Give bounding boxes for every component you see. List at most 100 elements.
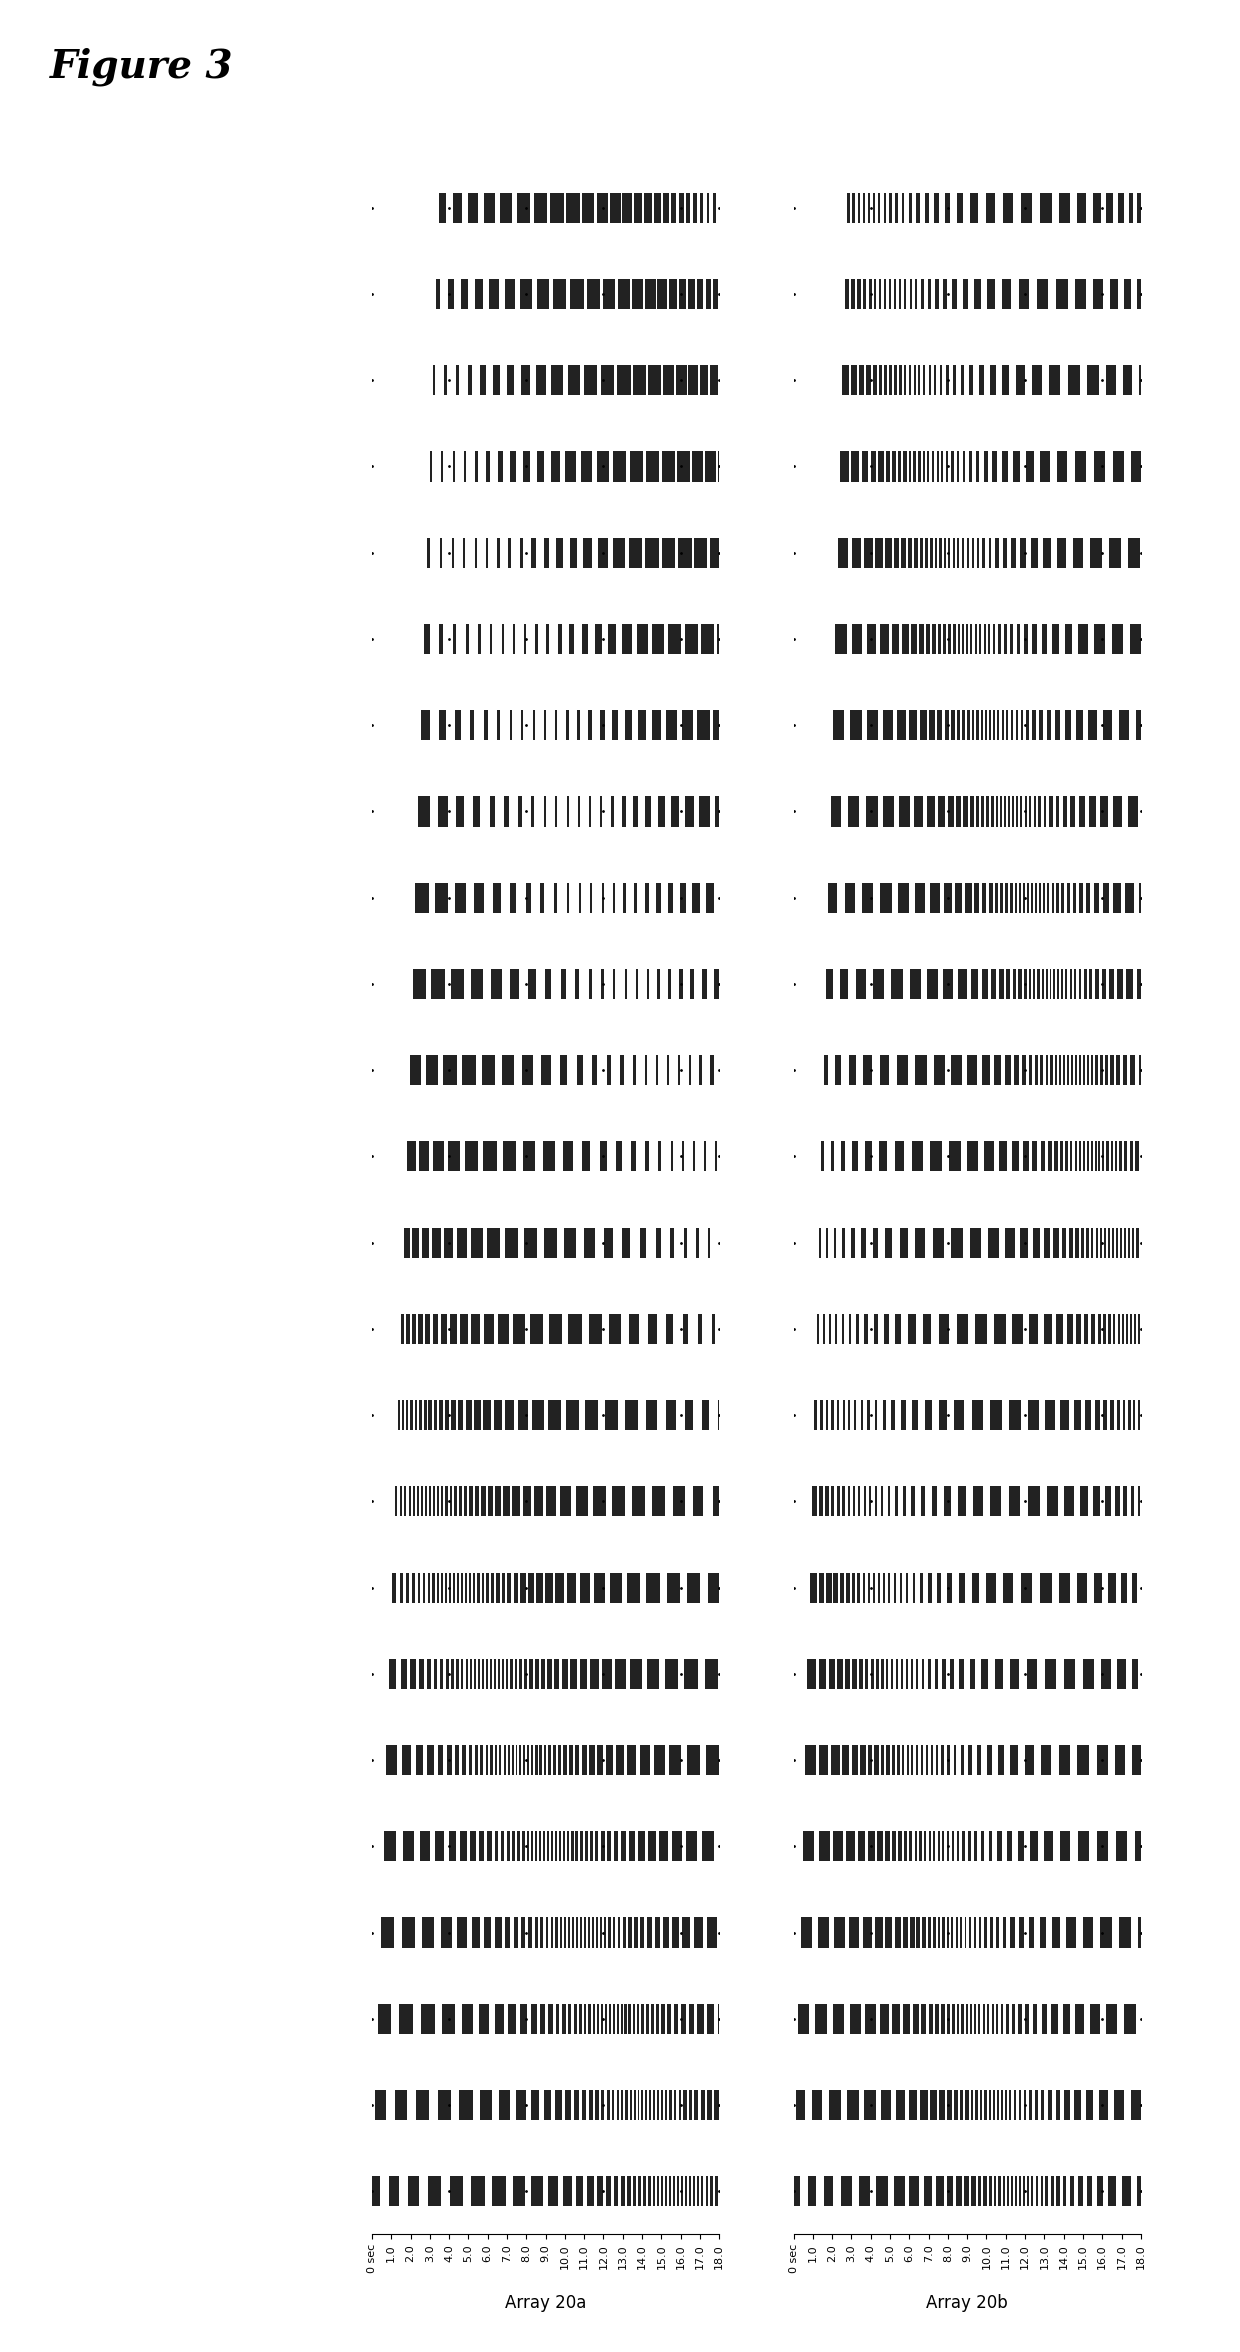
Bar [1007,1832,1012,1860]
Bar [560,969,565,1000]
Bar [968,1745,972,1776]
Bar [873,1573,875,1602]
Bar [975,1832,977,1860]
Bar [656,1228,661,1258]
Bar [458,1917,466,1947]
Bar [536,1573,543,1602]
Bar [1065,969,1068,1000]
Bar [1011,710,1013,741]
Bar [563,1141,573,1171]
Bar [1043,539,1052,567]
Bar [495,1745,497,1776]
Bar [887,1658,888,1689]
Bar [588,2176,594,2206]
Bar [711,1056,714,1084]
Bar [975,2004,976,2034]
Bar [653,2091,655,2119]
Bar [649,365,661,395]
Bar [1056,452,1068,482]
Bar [884,193,885,223]
Bar [608,1917,611,1947]
Bar [1083,1141,1085,1171]
Bar [1022,1056,1025,1084]
Bar [930,1141,942,1171]
Bar [1014,882,1017,913]
Bar [706,882,714,913]
Bar [846,1658,851,1689]
Bar [1035,2176,1038,2206]
Bar [522,1486,531,1517]
Bar [582,2091,587,2119]
Bar [409,1486,410,1517]
Bar [970,193,978,223]
Bar [864,1315,868,1343]
Bar [517,193,529,223]
Bar [935,1658,937,1689]
Bar [1100,1056,1102,1084]
Bar [490,280,498,308]
Bar [988,2091,991,2119]
Bar [687,1745,699,1776]
Bar [596,452,609,482]
Bar [956,2004,960,2034]
Bar [857,1573,861,1602]
Bar [996,797,998,826]
Bar [1018,2091,1021,2119]
Bar [1138,1315,1140,1343]
Bar [616,2004,619,2034]
Bar [569,1745,573,1776]
Bar [1049,797,1053,826]
Bar [510,710,512,741]
Bar [894,1917,900,1947]
Bar [489,1486,494,1517]
Bar [614,969,615,1000]
Bar [1075,452,1086,482]
Bar [885,452,890,482]
Bar [660,1832,668,1860]
Bar [574,2091,579,2119]
Bar [531,1315,543,1343]
Bar [646,2004,649,2034]
Bar [1075,1228,1079,1258]
Bar [1086,2091,1094,2119]
Bar [1116,1832,1127,1860]
Bar [1099,1141,1100,1171]
Bar [1083,1658,1094,1689]
Bar [1042,623,1048,654]
Bar [474,1573,475,1602]
Bar [403,1832,414,1860]
Bar [867,710,878,741]
Bar [508,539,511,567]
Bar [924,2176,932,2206]
Bar [985,1917,987,1947]
Bar [510,882,516,913]
Bar [604,1917,606,1947]
Bar [960,2091,963,2119]
Bar [463,1056,476,1084]
Bar [858,193,861,223]
Bar [681,2176,683,2206]
Bar [372,2176,379,2206]
Bar [429,1486,430,1517]
Bar [482,1056,495,1084]
Bar [1033,969,1035,1000]
Bar [959,969,967,1000]
Bar [889,193,892,223]
Bar [686,1832,697,1860]
Bar [706,452,715,482]
Bar [419,1399,422,1430]
Bar [588,1917,590,1947]
Bar [831,1141,835,1171]
Bar [1044,1228,1050,1258]
Bar [582,1745,587,1776]
Bar [1003,1573,1013,1602]
Bar [1094,280,1104,308]
Bar [1063,1056,1065,1084]
Bar [456,1658,459,1689]
Bar [640,1917,645,1947]
Bar [1131,452,1141,482]
Bar [889,280,890,308]
Bar [897,1745,900,1776]
Bar [520,539,523,567]
Bar [1094,882,1099,913]
